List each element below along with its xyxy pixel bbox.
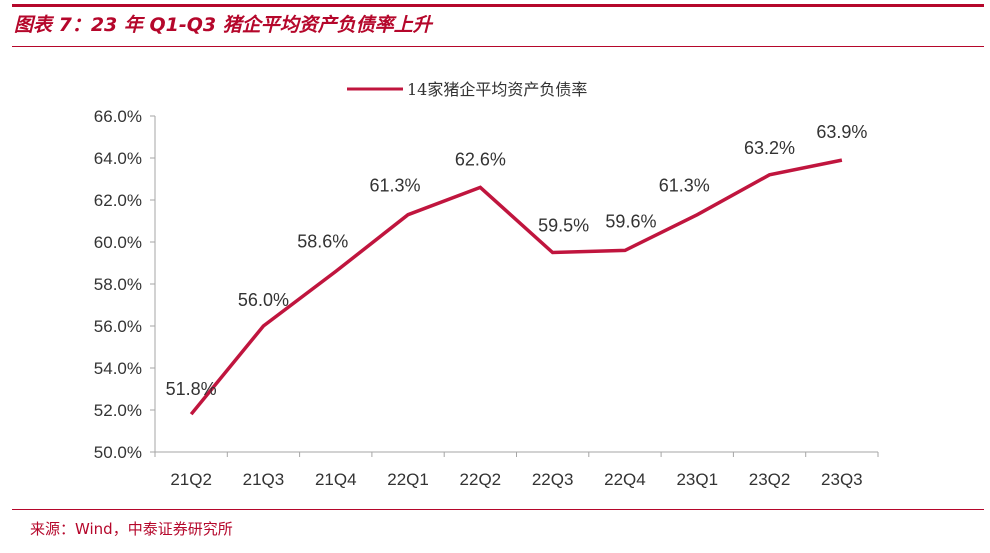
data-label: 63.2%: [744, 138, 795, 158]
data-label: 62.6%: [455, 149, 506, 169]
data-label: 59.5%: [538, 216, 589, 236]
header-rule-top: [12, 4, 984, 7]
figure-title: 图表 7：23 年 Q1-Q3 猪企平均资产负债率上升: [14, 14, 432, 36]
chart-legend: 14家猪企平均资产负债率: [347, 80, 587, 99]
data-label: 51.8%: [166, 379, 217, 399]
header-rule-bottom: [12, 46, 984, 47]
y-tick-label: 62.0%: [94, 191, 142, 210]
y-tick-label: 52.0%: [94, 401, 142, 420]
y-tick-label: 56.0%: [94, 317, 142, 336]
x-tick-label: 22Q3: [532, 470, 574, 489]
y-tick-label: 50.0%: [94, 443, 142, 462]
x-axis: 21Q2 21Q3 21Q4 22Q1 22Q2 22Q3 22Q4 23Q1 23Q2 23Q3: [154, 451, 879, 489]
footer-rule: [12, 509, 984, 510]
y-axis: 50.0% 52.0% 54.0% 56.0% 58.0% 60.0% 62.0% 64.0%…: [94, 107, 156, 462]
legend-label: 14家猪企平均资产负债率: [407, 80, 587, 99]
series-line: [189, 158, 843, 416]
y-tick-label: 64.0%: [94, 149, 142, 168]
x-tick-label: 21Q2: [170, 470, 212, 489]
data-label: 59.6%: [605, 211, 656, 231]
y-tick-label: 66.0%: [94, 107, 142, 126]
x-tick-label: 22Q2: [460, 470, 502, 489]
data-label: 61.3%: [659, 176, 710, 196]
x-tick-label: 21Q4: [315, 470, 357, 489]
y-tick-label: 58.0%: [94, 275, 142, 294]
x-tick-label: 23Q2: [749, 470, 791, 489]
x-tick-label: 22Q1: [387, 470, 429, 489]
series-layer: 51.8%56.0%58.6%61.3%62.6%59.5% 59.6%61.3%…: [166, 122, 867, 416]
data-label: 63.9%: [816, 122, 867, 142]
y-tick-label: 60.0%: [94, 233, 142, 252]
source-note: 来源：Wind，中泰证券研究所: [30, 520, 233, 538]
data-label: 56.0%: [238, 290, 289, 310]
y-tick-label: 54.0%: [94, 359, 142, 378]
x-tick-label: 22Q4: [604, 470, 646, 489]
x-tick-label: 23Q1: [676, 470, 718, 489]
data-label: 58.6%: [297, 231, 348, 251]
data-label: 61.3%: [370, 176, 421, 196]
x-tick-label: 21Q3: [243, 470, 285, 489]
x-tick-label: 23Q3: [821, 470, 863, 489]
